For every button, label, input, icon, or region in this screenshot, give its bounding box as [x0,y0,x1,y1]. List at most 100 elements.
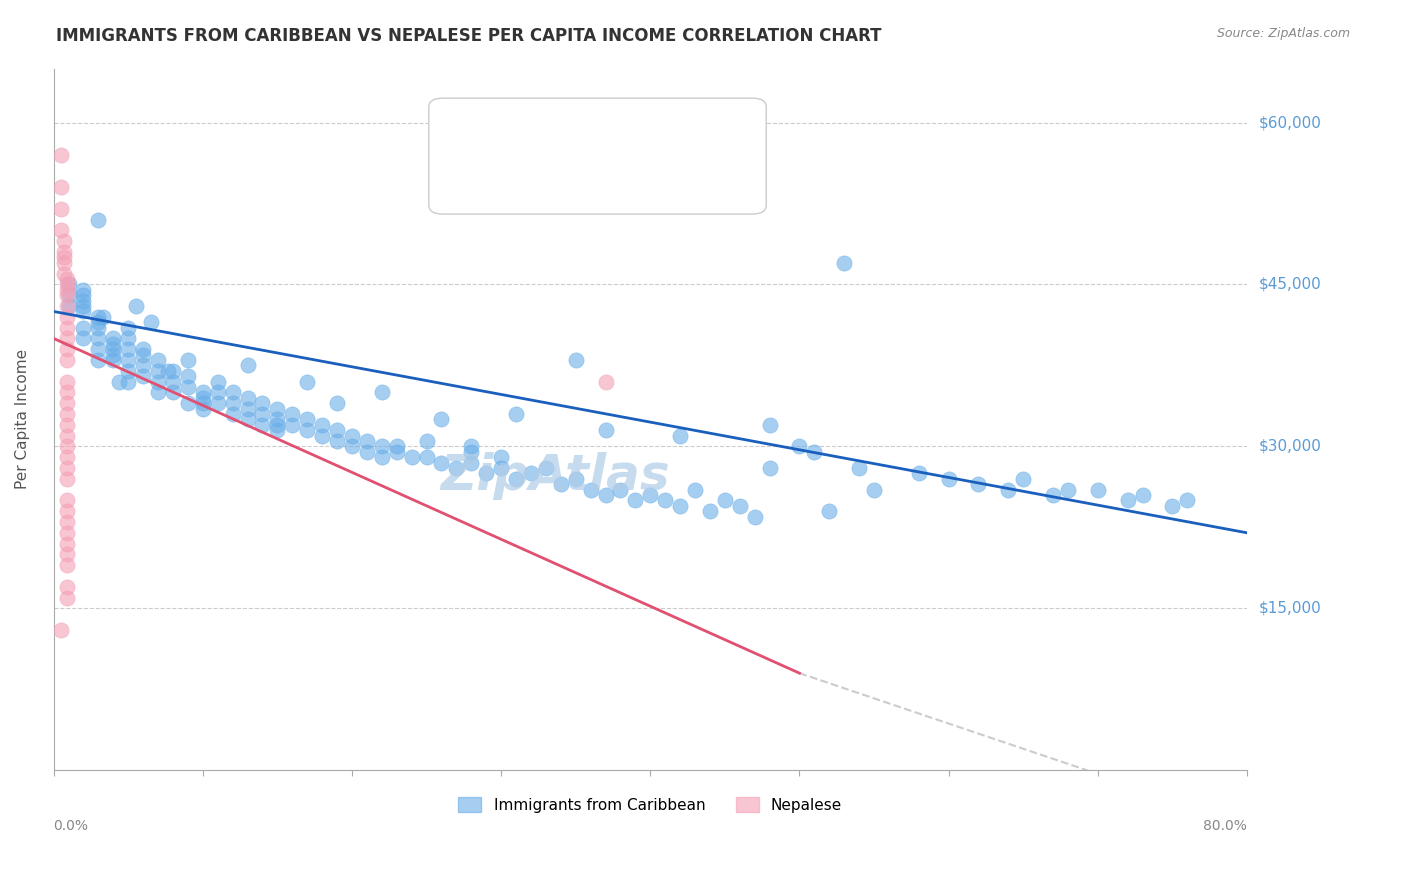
Point [56,504,79,518]
Point [146,385,169,400]
Point [56,385,79,400]
Point [520,467,543,481]
Point [401,450,423,465]
Point [49,623,72,637]
Point [356,445,378,459]
Point [53,245,76,260]
Point [669,428,692,442]
Point [221,407,243,421]
Point [252,417,274,432]
Point [266,417,288,432]
Point [72,304,94,318]
Point [326,434,349,448]
Point [87,212,110,227]
Point [191,391,214,405]
Text: R = -0.255   N =  40: R = -0.255 N = 40 [492,158,659,172]
Point [446,461,468,475]
Point [117,353,139,368]
Point [72,320,94,334]
Point [56,580,79,594]
Point [699,504,721,518]
Point [638,488,661,502]
Point [103,348,125,362]
Point [56,343,79,357]
Point [489,461,512,475]
Point [281,407,304,421]
Point [103,343,125,357]
Point [744,509,766,524]
Point [146,375,169,389]
Point [177,396,200,410]
Point [49,202,72,216]
Point [87,331,110,345]
Text: 0.0%: 0.0% [53,820,89,833]
Point [550,477,572,491]
Point [157,364,180,378]
Point [117,375,139,389]
Point [311,428,333,442]
Point [311,417,333,432]
Point [505,472,527,486]
Point [714,493,737,508]
Point [938,472,960,486]
Point [430,456,453,470]
Point [56,310,79,324]
Point [72,293,94,308]
Point [460,456,482,470]
Point [669,499,692,513]
Point [117,320,139,334]
Point [191,401,214,416]
Point [430,412,453,426]
Text: ■: ■ [457,120,475,139]
Point [624,493,647,508]
Point [56,525,79,540]
Point [683,483,706,497]
Point [108,375,131,389]
Point [489,450,512,465]
Point [295,412,318,426]
Text: $15,000: $15,000 [1258,601,1322,615]
Point [1042,488,1064,502]
Point [132,359,155,373]
Point [236,401,259,416]
Point [124,299,146,313]
Y-axis label: Per Capita Income: Per Capita Income [15,350,30,490]
Point [371,385,394,400]
Point [326,423,349,437]
Point [56,353,79,368]
Text: $45,000: $45,000 [1258,277,1322,292]
Point [1161,499,1184,513]
Point [91,310,114,324]
Point [56,331,79,345]
Point [162,375,184,389]
Point [460,445,482,459]
Point [191,385,214,400]
Point [56,375,79,389]
Point [56,591,79,605]
Point [595,423,617,437]
Point [1012,472,1035,486]
Point [295,375,318,389]
Point [997,483,1019,497]
Point [207,385,229,400]
Point [848,461,870,475]
Point [56,558,79,573]
Point [1087,483,1109,497]
Point [207,375,229,389]
Point [103,353,125,368]
Point [356,434,378,448]
Point [281,417,304,432]
Point [295,423,318,437]
Point [505,407,527,421]
Text: $60,000: $60,000 [1258,115,1322,130]
Point [789,439,811,453]
Point [371,450,394,465]
Point [132,369,155,384]
Point [56,461,79,475]
Point [236,359,259,373]
Point [564,472,586,486]
Point [579,483,602,497]
Point [1132,488,1154,502]
Point [236,391,259,405]
Point [139,315,162,329]
